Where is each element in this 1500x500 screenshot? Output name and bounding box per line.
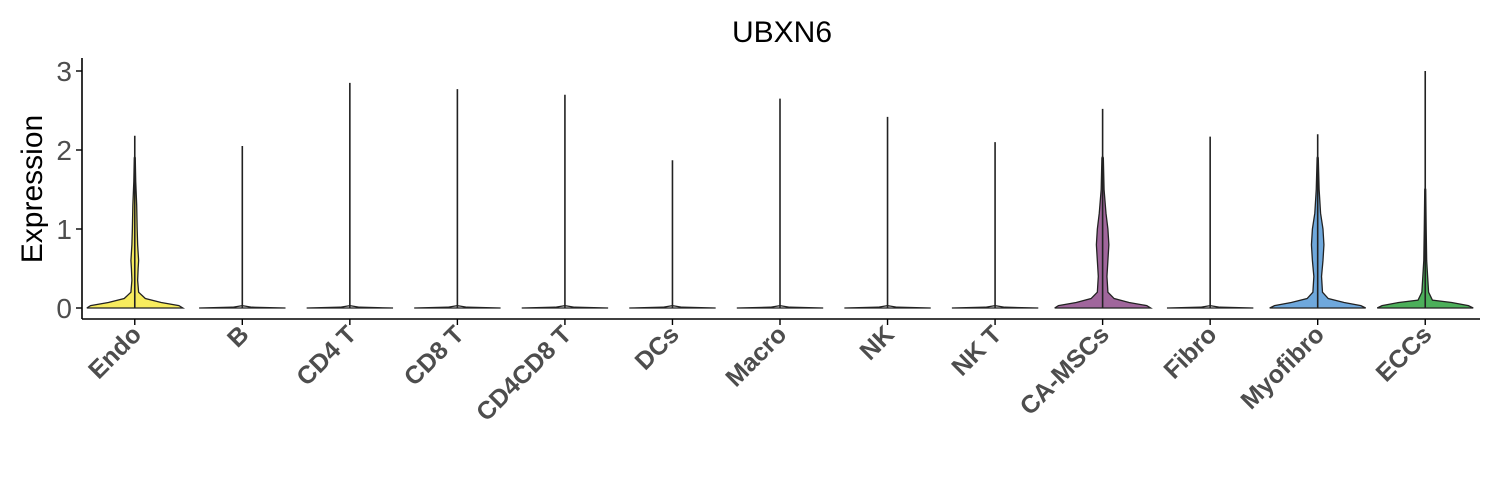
x-tick-label: DCs bbox=[630, 320, 685, 375]
violin-cd4cd8-t bbox=[521, 94, 609, 309]
violin-b bbox=[199, 146, 286, 309]
violin-cd4-t bbox=[306, 82, 394, 309]
violin-eccs bbox=[1376, 71, 1474, 309]
chart-title: UBXN6 bbox=[732, 16, 832, 49]
violin-cd8-t bbox=[414, 89, 501, 309]
y-axis-ticks: 0 1 2 3 bbox=[56, 56, 82, 324]
x-axis-ticks: Endo B CD4 T CD8 T CD4CD8 T DCs Macro NK NK T CA-… bbox=[83, 319, 1437, 427]
violin-nk bbox=[844, 116, 931, 309]
x-tick-label: NK T bbox=[946, 320, 1007, 381]
x-tick-label: Endo bbox=[83, 320, 147, 384]
violin-nk-t bbox=[951, 142, 1039, 309]
violin-dcs bbox=[629, 160, 716, 309]
x-tick-label: CD4 T bbox=[291, 320, 362, 391]
violin-macro bbox=[736, 98, 824, 309]
x-tick-label: Fibro bbox=[1158, 320, 1222, 384]
x-tick-label: Macro bbox=[720, 320, 792, 392]
violin-fibro bbox=[1166, 136, 1254, 309]
x-tick-label: CA-MSCs bbox=[1015, 320, 1115, 420]
x-tick-label: CD4CD8 T bbox=[471, 320, 577, 426]
y-tick-label: 3 bbox=[56, 56, 72, 87]
x-tick-label: B bbox=[222, 320, 255, 353]
y-tick-label: 0 bbox=[56, 293, 72, 324]
y-tick-label: 1 bbox=[56, 214, 72, 245]
x-tick-label: NK bbox=[854, 320, 899, 365]
x-tick-label: CD8 T bbox=[399, 320, 470, 391]
violin-endo bbox=[86, 135, 186, 309]
violin-ca-mscs bbox=[1052, 108, 1153, 309]
x-tick-label: Myofibro bbox=[1236, 320, 1330, 414]
x-tick-label: ECCs bbox=[1371, 320, 1438, 387]
y-tick-label: 2 bbox=[56, 135, 72, 166]
violin-myofibro bbox=[1269, 134, 1366, 309]
y-axis-label: Expression bbox=[16, 115, 49, 263]
plot-area bbox=[86, 71, 1474, 309]
